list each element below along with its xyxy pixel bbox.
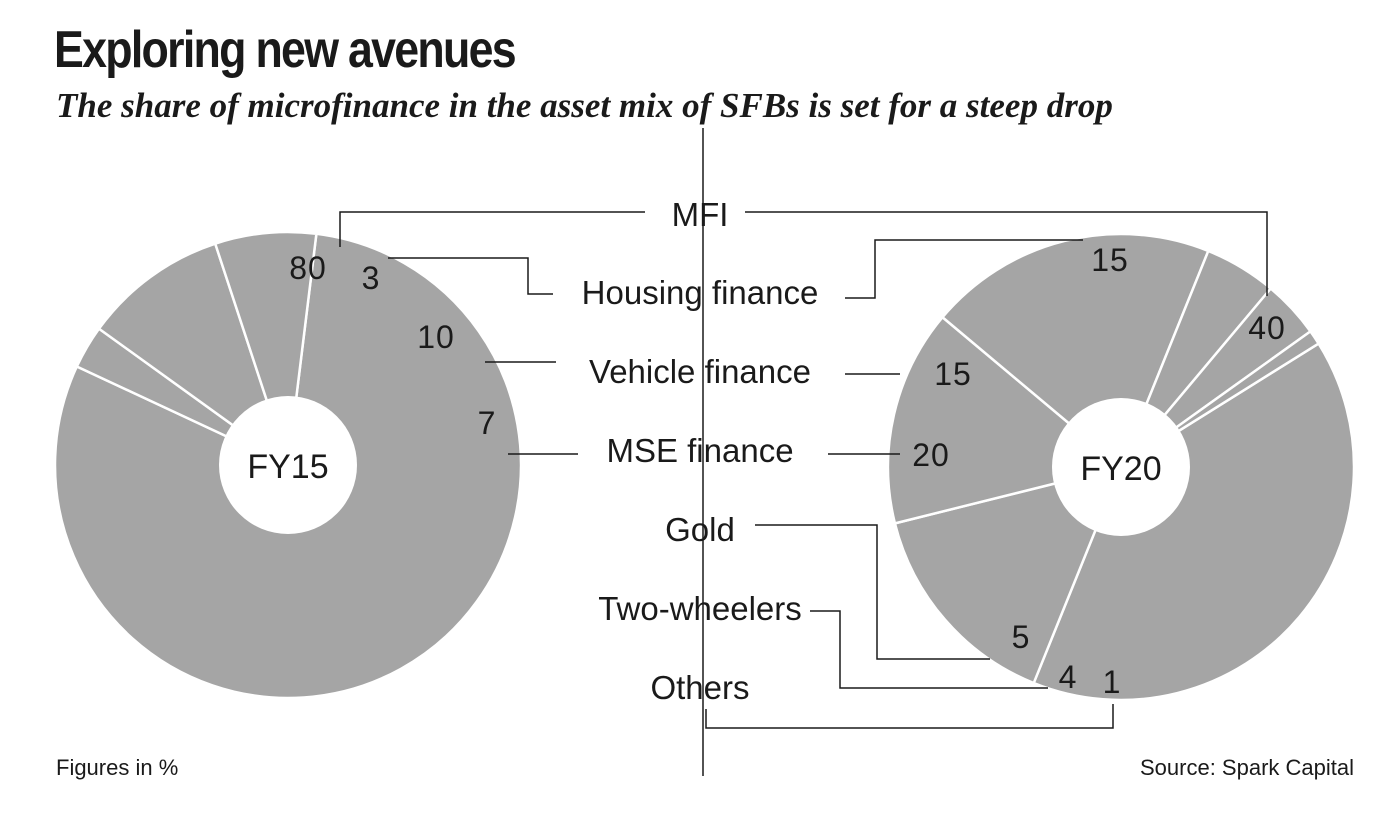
category-label-mse-finance: MSE finance bbox=[606, 432, 793, 469]
leader-line-2 bbox=[745, 211, 1268, 296]
fy20-value-label-vehicle-finance: 15 bbox=[934, 356, 972, 392]
figures-note: Figures in % bbox=[56, 755, 179, 780]
fy20-value-label-mse-finance: 20 bbox=[912, 437, 950, 473]
source-note: Source: Spark Capital bbox=[1140, 755, 1354, 780]
leader-line-1 bbox=[339, 211, 645, 247]
fy20-slice-housing-finance bbox=[893, 465, 1123, 685]
fy20-value-label-housing-finance: 15 bbox=[1091, 242, 1129, 278]
category-label-mfi: MFI bbox=[672, 196, 729, 233]
fy20-value-label-others: 1 bbox=[1103, 664, 1122, 700]
leader-line-11 bbox=[705, 704, 1114, 729]
category-label-gold: Gold bbox=[665, 511, 735, 548]
category-label-two-wheelers: Two-wheelers bbox=[598, 590, 802, 627]
fy15-value-label-housing-finance: 3 bbox=[362, 260, 381, 296]
leader-line-3 bbox=[388, 257, 553, 295]
fy20-donut-hole bbox=[1052, 398, 1190, 536]
fy20-center-label: FY20 bbox=[1080, 450, 1161, 488]
chart-title: Exploring new avenues bbox=[54, 21, 517, 79]
fy20-value-label-mfi: 40 bbox=[1248, 310, 1286, 346]
fy20-value-label-two-wheelers: 4 bbox=[1059, 659, 1078, 695]
fy20-slice-mfi bbox=[1032, 342, 1356, 702]
category-label-housing-finance: Housing finance bbox=[582, 274, 819, 311]
chart-subtitle: The share of microfinance in the asset m… bbox=[56, 86, 1113, 125]
fy20-value-label-gold: 5 bbox=[1012, 619, 1031, 655]
category-label-others: Others bbox=[650, 669, 749, 706]
fy15-center-label: FY15 bbox=[247, 448, 328, 486]
fy15-value-label-mse-finance: 7 bbox=[478, 405, 497, 441]
leader-line-10 bbox=[810, 610, 1048, 689]
fy15-donut-hole bbox=[219, 396, 357, 534]
fy15-slice-vehicle-finance bbox=[97, 242, 290, 467]
leader-line-9 bbox=[755, 524, 990, 660]
leader-line-4 bbox=[845, 239, 1083, 299]
fy15-value-label-mfi: 80 bbox=[289, 250, 327, 286]
fy15-value-label-vehicle-finance: 10 bbox=[417, 319, 455, 355]
category-label-vehicle-finance: Vehicle finance bbox=[589, 353, 811, 390]
